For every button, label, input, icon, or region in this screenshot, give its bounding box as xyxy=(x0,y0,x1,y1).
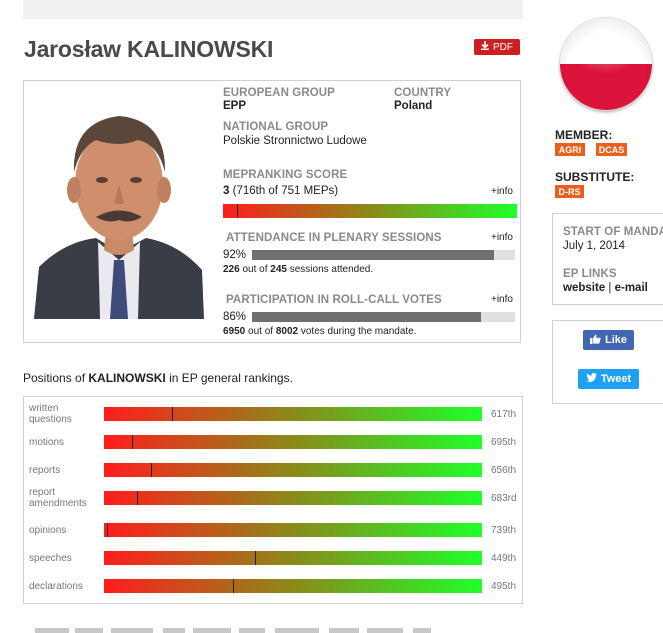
top-bar xyxy=(23,0,523,19)
european-group-label: EUROPEAN GROUP xyxy=(223,87,335,99)
ranking-position: 695th xyxy=(491,437,517,448)
attendance-suffix: sessions attended. xyxy=(289,264,374,275)
mep-photo xyxy=(34,92,204,319)
ranking-bar xyxy=(104,435,482,449)
rankings-title-name: KALINOWSKI xyxy=(88,371,166,385)
cropped-text-line xyxy=(35,628,431,633)
ep-links-label: EP LINKS xyxy=(563,268,617,280)
rollcall-total: 8002 xyxy=(275,326,299,337)
attendance-info-link[interactable]: +info xyxy=(491,232,513,243)
rollcall-label: PARTICIPATION IN ROLL-CALL VOTES xyxy=(226,294,442,306)
score-line: 3 (716th of 751 MEPs) xyxy=(223,185,338,197)
mandate-box xyxy=(552,213,663,305)
attendance-percent: 92% xyxy=(223,249,247,261)
pdf-label: PDF xyxy=(493,41,513,53)
facebook-like-button[interactable]: Like xyxy=(583,330,634,350)
national-group-label: NATIONAL GROUP xyxy=(223,121,329,133)
ranking-bar xyxy=(104,407,482,421)
score-value: 3 xyxy=(223,185,230,197)
ranking-label: motions xyxy=(29,437,65,448)
attendance-detail: 226 out of 245 sessions attended. xyxy=(223,264,373,275)
start-mandate-label: START OF MANDA xyxy=(563,226,663,238)
website-link[interactable]: website xyxy=(563,282,606,294)
ranking-label: reports xyxy=(29,465,61,476)
download-icon xyxy=(481,41,489,53)
score-bar xyxy=(223,204,517,218)
ranking-position: 617th xyxy=(491,409,517,420)
rankings-title-prefix: Positions of xyxy=(23,371,86,385)
european-group-value: EPP xyxy=(223,100,247,112)
ranking-label: report amendments xyxy=(29,487,87,509)
country-value: Poland xyxy=(394,100,433,112)
ranking-position: 495th xyxy=(491,581,517,592)
rollcall-bar-fill xyxy=(252,312,481,322)
rankings-title: Positions of KALINOWSKI in EP general ra… xyxy=(23,371,293,385)
substitute-tag-drs[interactable]: D-RS xyxy=(555,185,584,198)
twitter-tweet-button[interactable]: Tweet xyxy=(578,369,639,389)
links-separator: | xyxy=(608,282,612,294)
attendance-count: 226 xyxy=(223,264,240,275)
ranking-marker xyxy=(151,463,153,477)
attendance-bar-fill xyxy=(252,250,495,260)
ranking-label: opinions xyxy=(29,525,67,536)
start-mandate-date: July 1, 2014 xyxy=(563,240,626,252)
ranking-marker xyxy=(107,523,109,537)
substitute-label: SUBSTITUTE: xyxy=(555,170,635,184)
profile-card xyxy=(23,80,521,343)
ranking-bar xyxy=(104,523,482,537)
ranking-position: 683rd xyxy=(491,493,517,504)
member-tag-agri[interactable]: AGRI xyxy=(555,143,585,156)
ranking-marker xyxy=(137,491,139,505)
ranking-bar xyxy=(104,579,482,593)
ep-links: website | e-mail xyxy=(563,282,648,294)
score-marker xyxy=(236,204,238,218)
ranking-bar xyxy=(104,551,482,565)
email-link[interactable]: e-mail xyxy=(614,282,648,294)
ranking-bar xyxy=(104,463,482,477)
rollcall-mid: out of xyxy=(248,326,274,337)
ranking-label: written questions xyxy=(29,403,72,425)
ranking-marker xyxy=(232,579,234,593)
pdf-button[interactable]: PDF xyxy=(474,39,520,55)
rollcall-count: 6950 xyxy=(223,326,246,337)
ranking-label: declarations xyxy=(29,581,83,592)
score-info-link[interactable]: +info xyxy=(491,186,513,197)
mep-name: Jarosław KALINOWSKI xyxy=(24,36,274,62)
twitter-bird-icon xyxy=(585,373,597,385)
member-tag-dcas[interactable]: DCAS xyxy=(596,143,627,156)
national-group-value: Polskie Stronnictwo Ludowe xyxy=(223,135,367,147)
rollcall-info-link[interactable]: +info xyxy=(491,294,513,305)
rankings-box xyxy=(23,396,523,604)
ranking-position: 449th xyxy=(491,553,517,564)
score-detail: (716th of 751 MEPs) xyxy=(232,185,339,197)
ranking-position: 656th xyxy=(491,465,517,476)
thumbs-up-icon xyxy=(589,334,601,347)
rollcall-suffix: votes during the mandate. xyxy=(300,326,417,337)
attendance-label: ATTENDANCE IN PLENARY SESSIONS xyxy=(226,232,442,244)
rollcall-detail: 6950 out of 8002 votes during the mandat… xyxy=(223,326,417,337)
attendance-bar xyxy=(252,250,515,260)
score-label: MEPRANKING SCORE xyxy=(223,169,348,181)
rollcall-bar xyxy=(252,312,515,322)
ranking-marker xyxy=(172,407,174,421)
like-label: Like xyxy=(604,334,627,346)
country-flag xyxy=(560,18,652,110)
member-label: MEMBER: xyxy=(555,128,613,142)
rankings-title-suffix: in EP general rankings. xyxy=(169,371,293,385)
ranking-marker xyxy=(131,435,133,449)
ranking-label: speeches xyxy=(29,553,72,564)
ranking-position: 739th xyxy=(491,525,517,536)
ranking-bar xyxy=(104,491,482,505)
rollcall-percent: 86% xyxy=(223,311,247,323)
attendance-mid: out of xyxy=(242,264,268,275)
country-label: COUNTRY xyxy=(394,87,452,99)
social-box xyxy=(552,320,663,404)
ranking-marker xyxy=(255,551,257,565)
attendance-total: 245 xyxy=(270,264,287,275)
tweet-label: Tweet xyxy=(600,373,632,385)
